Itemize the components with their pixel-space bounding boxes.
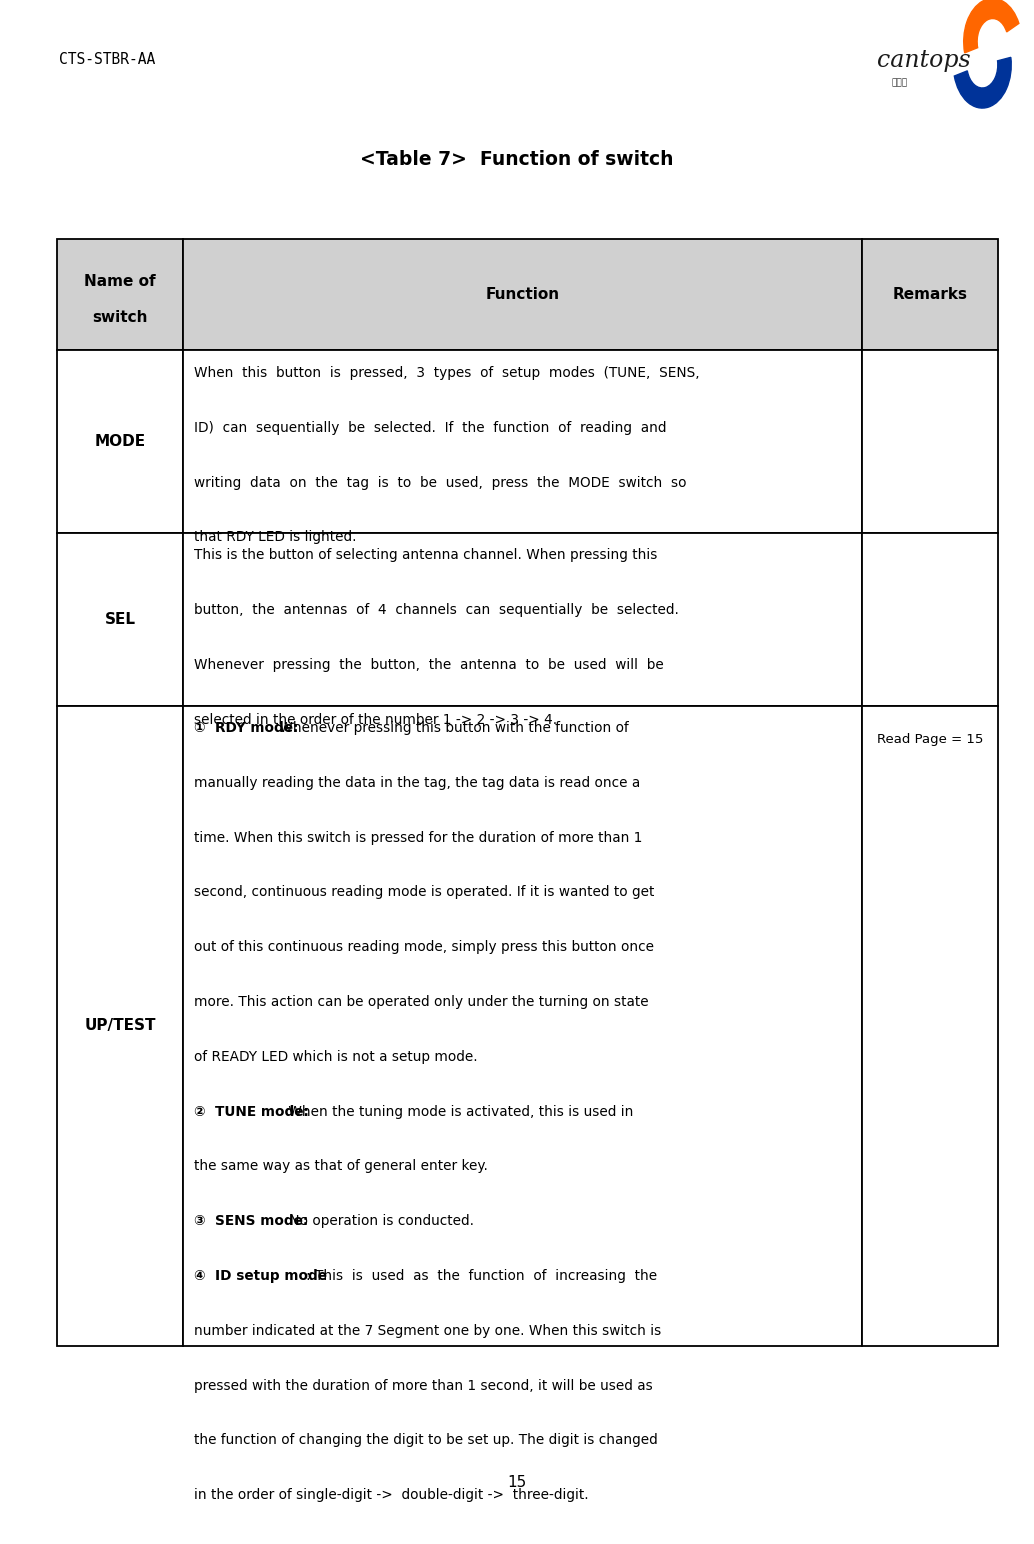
Text: 15: 15 [508,1475,526,1490]
Text: more. This action can be operated only under the turning on state: more. This action can be operated only u… [194,994,649,1010]
Text: manually reading the data in the tag, the tag data is read once a: manually reading the data in the tag, th… [194,775,641,791]
Text: number indicated at the 7 Segment one by one. When this switch is: number indicated at the 7 Segment one by… [194,1323,662,1337]
Text: time. When this switch is pressed for the duration of more than 1: time. When this switch is pressed for th… [194,831,643,845]
Text: button,  the  antennas  of  4  channels  can  sequentially  be  selected.: button, the antennas of 4 channels can s… [194,602,679,618]
Wedge shape [954,57,1011,108]
Bar [862,239,998,350]
Text: : This  is  used  as  the  function  of  increasing  the: : This is used as the function of increa… [306,1269,658,1283]
Bar [183,239,862,350]
Text: selected in the order of the number 1 -> 2 -> 3 -> 4.: selected in the order of the number 1 ->… [194,712,557,727]
Text: pressed with the duration of more than 1 second, it will be used as: pressed with the duration of more than 1… [194,1379,653,1393]
Text: Name of: Name of [84,275,156,289]
Text: CTS-STBR-AA: CTS-STBR-AA [59,52,155,68]
Bar [862,350,998,533]
Text: cantops: cantops [877,49,971,73]
Text: No operation is conducted.: No operation is conducted. [285,1214,475,1227]
Text: MODE: MODE [94,434,146,449]
Text: writing  data  on  the  tag  is  to  be  used,  press  the  MODE  switch  so: writing data on the tag is to be used, p… [194,476,687,489]
Text: UP/TEST: UP/TEST [84,1019,156,1033]
Text: the function of changing the digit to be set up. The digit is changed: the function of changing the digit to be… [194,1433,658,1447]
Bar [183,350,862,533]
Text: switch: switch [92,310,148,324]
Bar [862,533,998,706]
Text: When  this  button  is  pressed,  3  types  of  setup  modes  (TUNE,  SENS,: When this button is pressed, 3 types of … [194,366,700,380]
Text: Function: Function [486,287,559,303]
Text: Whenever pressing this button with the function of: Whenever pressing this button with the f… [275,721,629,735]
Bar [57,706,183,1346]
Text: <Table 7>  Function of switch: <Table 7> Function of switch [360,150,674,168]
Text: ①  RDY mode:: ① RDY mode: [194,721,299,735]
Text: ②  TUNE mode:: ② TUNE mode: [194,1104,309,1118]
Bar [183,533,862,706]
Text: Read Page = 15: Read Page = 15 [877,733,983,746]
Text: Remarks: Remarks [892,287,968,303]
Text: When the tuning mode is activated, this is used in: When the tuning mode is activated, this … [284,1104,634,1118]
Bar [57,239,183,350]
Text: in the order of single-digit ->  double-digit ->  three-digit.: in the order of single-digit -> double-d… [194,1488,589,1502]
Text: SEL: SEL [104,611,135,627]
Text: second, continuous reading mode is operated. If it is wanted to get: second, continuous reading mode is opera… [194,885,655,900]
Text: ID)  can  sequentially  be  selected.  If  the  function  of  reading  and: ID) can sequentially be selected. If the… [194,420,667,435]
Bar [57,533,183,706]
Text: ③  SENS mode:: ③ SENS mode: [194,1214,308,1227]
Text: ④  ID setup mode: ④ ID setup mode [194,1269,328,1283]
Text: 캔탑스: 캔탑스 [891,79,908,88]
Bar [183,706,862,1346]
Text: out of this continuous reading mode, simply press this button once: out of this continuous reading mode, sim… [194,940,655,954]
Bar [862,706,998,1346]
Bar [57,350,183,533]
Text: of READY LED which is not a setup mode.: of READY LED which is not a setup mode. [194,1050,478,1064]
Text: the same way as that of general enter key.: the same way as that of general enter ke… [194,1160,488,1173]
Text: Whenever  pressing  the  button,  the  antenna  to  be  used  will  be: Whenever pressing the button, the antenn… [194,658,664,672]
Wedge shape [964,0,1018,52]
Text: that RDY LED is lighted.: that RDY LED is lighted. [194,530,357,545]
Text: This is the button of selecting antenna channel. When pressing this: This is the button of selecting antenna … [194,548,658,562]
